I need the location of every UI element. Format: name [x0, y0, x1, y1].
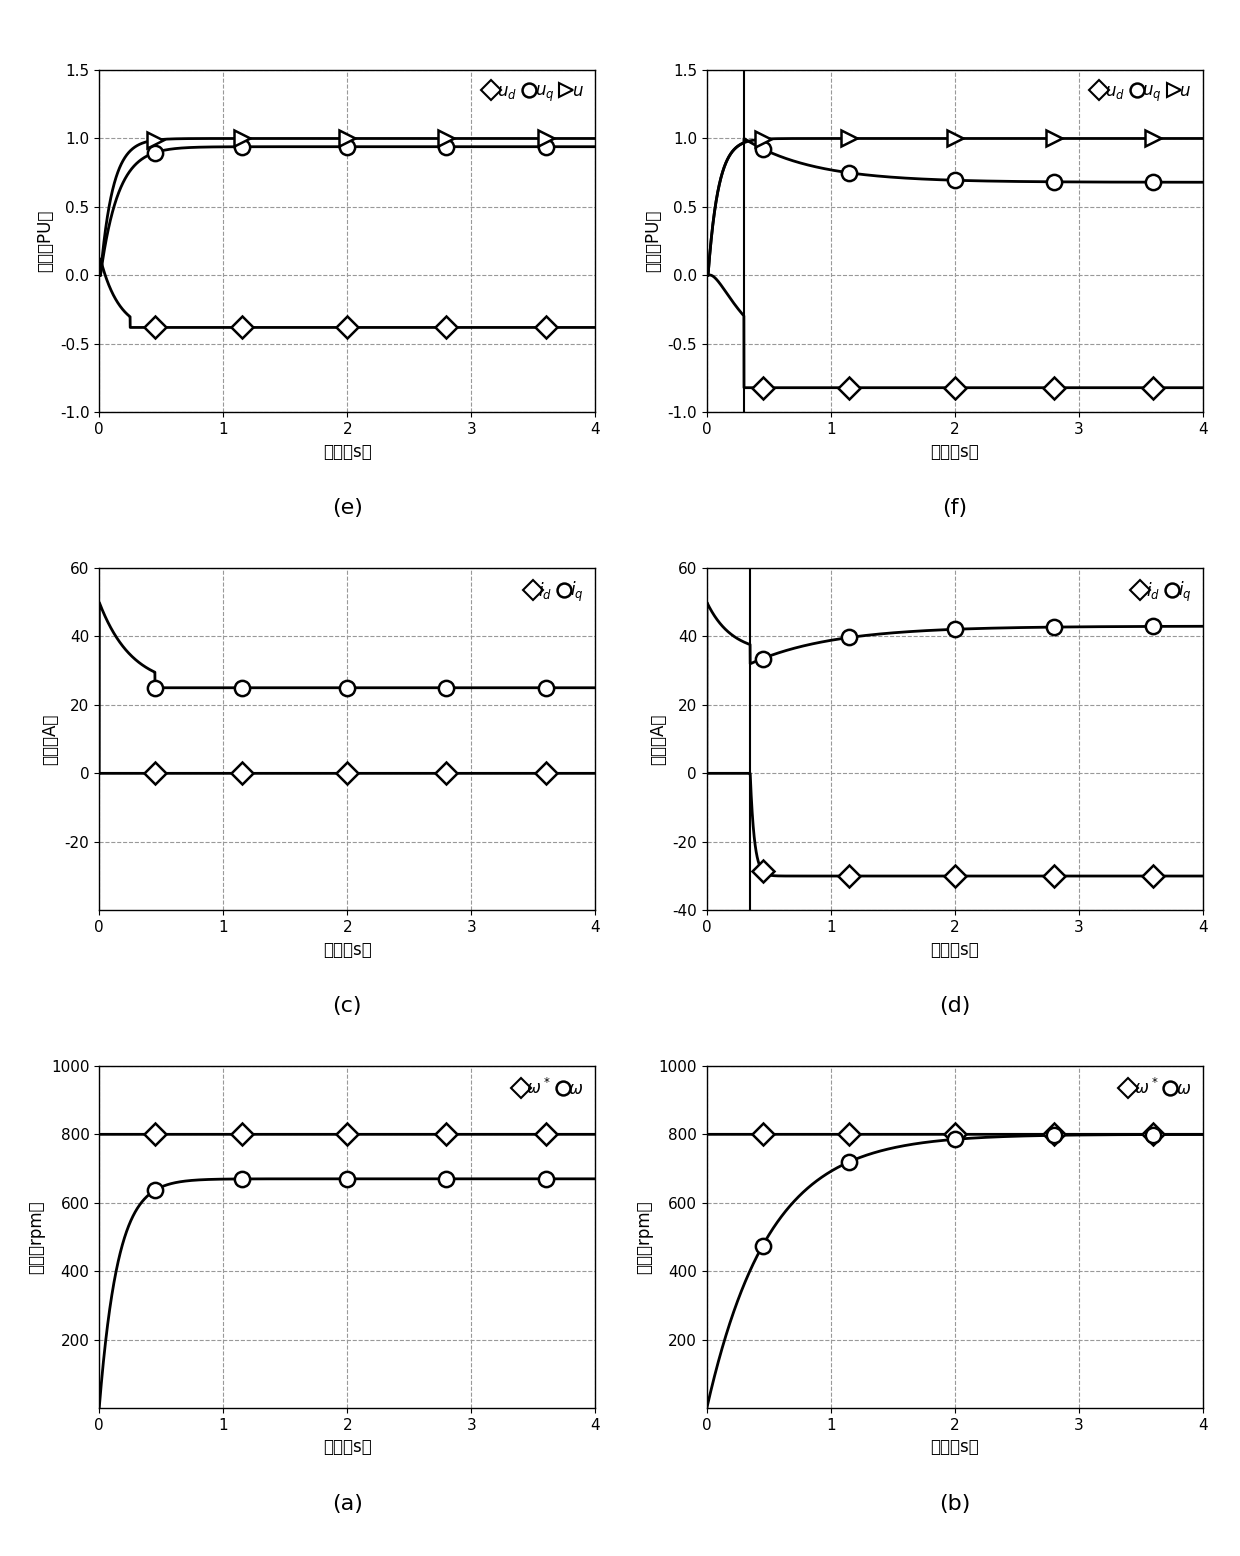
X-axis label: 时间（s）: 时间（s）	[930, 1438, 980, 1456]
Y-axis label: 电压（PU）: 电压（PU）	[644, 210, 662, 272]
Legend: $\omega^*$, $\omega$: $\omega^*$, $\omega$	[513, 1074, 587, 1102]
X-axis label: 时间（s）: 时间（s）	[322, 442, 372, 461]
X-axis label: 时间（s）: 时间（s）	[322, 1438, 372, 1456]
Text: (b): (b)	[939, 1494, 971, 1514]
Y-axis label: 电流（A）: 电流（A）	[649, 713, 667, 766]
X-axis label: 时间（s）: 时间（s）	[930, 940, 980, 958]
Y-axis label: 转速（rpm）: 转速（rpm）	[635, 1200, 653, 1274]
Legend: $u_d$, $u_q$, $u$: $u_d$, $u_q$, $u$	[1092, 78, 1194, 107]
Y-axis label: 电流（A）: 电流（A）	[41, 713, 60, 766]
Legend: $i_d$, $i_q$: $i_d$, $i_q$	[1133, 576, 1194, 607]
Text: (a): (a)	[332, 1494, 362, 1514]
Text: (d): (d)	[939, 996, 971, 1016]
Legend: $i_d$, $i_q$: $i_d$, $i_q$	[526, 576, 587, 607]
X-axis label: 时间（s）: 时间（s）	[322, 940, 372, 958]
Text: (c): (c)	[332, 996, 362, 1016]
Legend: $u_d$, $u_q$, $u$: $u_d$, $u_q$, $u$	[485, 78, 587, 107]
Y-axis label: 电压（PU）: 电压（PU）	[36, 210, 55, 272]
Y-axis label: 转速（rpm）: 转速（rpm）	[27, 1200, 46, 1274]
X-axis label: 时间（s）: 时间（s）	[930, 442, 980, 461]
Text: (e): (e)	[332, 498, 362, 518]
Legend: $\omega^*$, $\omega$: $\omega^*$, $\omega$	[1121, 1074, 1194, 1102]
Text: (f): (f)	[942, 498, 967, 518]
